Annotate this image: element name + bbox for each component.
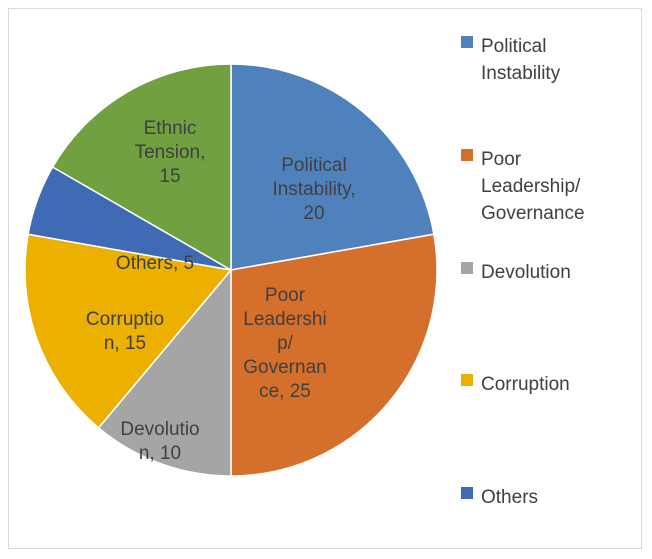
data-label-ethnic-tension: Ethnic Tension, 15 bbox=[135, 118, 206, 187]
legend-label-poor-leadership-governance: Poor Leadership/Governance bbox=[481, 149, 585, 224]
legend-swatch-political-instability bbox=[461, 36, 473, 48]
pie-data-labels: Political Instability, 20 Poor Leadershi p/Go… bbox=[86, 118, 356, 464]
data-label-devolution: Devolutio n, 10 bbox=[120, 419, 199, 464]
legend-item-corruption: Corruption bbox=[461, 374, 570, 395]
pie-slice-ethnic-tension bbox=[51, 63, 232, 272]
legend-swatch-poor-leadership-governance bbox=[461, 149, 473, 161]
legend-item-devolution: Devolution bbox=[461, 262, 571, 283]
legend-item-others: Others bbox=[461, 487, 538, 508]
pie-slice-poor-leadership-governance bbox=[230, 233, 438, 477]
legend-label-political-instability: Political Instability bbox=[481, 36, 561, 84]
legend-label-devolution: Devolution bbox=[481, 262, 571, 283]
pie-slices bbox=[24, 63, 438, 477]
legend-label-others: Others bbox=[481, 487, 538, 508]
data-label-others: Others, 5 bbox=[116, 253, 194, 274]
pie-slice-corruption bbox=[24, 233, 233, 429]
legend-swatch-others bbox=[461, 487, 473, 499]
legend-item-political-instability: Political Instability bbox=[461, 36, 561, 84]
data-label-corruption: Corruptio n, 15 bbox=[86, 309, 164, 354]
legend-label-corruption: Corruption bbox=[481, 374, 570, 395]
data-label-poor-leadership-governance: Poor Leadershi p/Governan ce, 25 bbox=[243, 285, 326, 402]
pie-slice-devolution bbox=[97, 267, 232, 477]
legend-swatch-corruption bbox=[461, 374, 473, 386]
legend-swatch-devolution bbox=[461, 262, 473, 274]
data-label-political-instability: Political Instability, 20 bbox=[272, 155, 355, 224]
legend-item-poor-leadership-governance: Poor Leadership/Governance bbox=[461, 149, 585, 224]
pie-slice-political-instability bbox=[230, 63, 435, 271]
legend: Political Instability Poor Leadership/Gover… bbox=[461, 36, 585, 508]
